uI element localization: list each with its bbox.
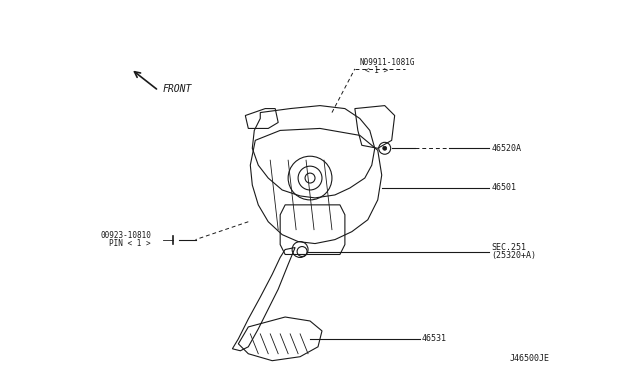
- Text: N09911-1081G: N09911-1081G: [360, 58, 415, 67]
- Text: (25320+A): (25320+A): [492, 251, 536, 260]
- Text: 46520A: 46520A: [492, 144, 521, 153]
- Text: 00923-10810: 00923-10810: [101, 231, 152, 240]
- Text: 46501: 46501: [492, 183, 516, 192]
- Text: SEC.251: SEC.251: [492, 243, 526, 252]
- Text: FRONT: FRONT: [163, 84, 192, 94]
- Text: 46531: 46531: [422, 334, 447, 343]
- Text: < 1 >: < 1 >: [365, 66, 388, 76]
- Text: J46500JE: J46500JE: [509, 354, 549, 363]
- Text: PIN < 1 >: PIN < 1 >: [109, 239, 150, 248]
- Circle shape: [383, 146, 387, 150]
